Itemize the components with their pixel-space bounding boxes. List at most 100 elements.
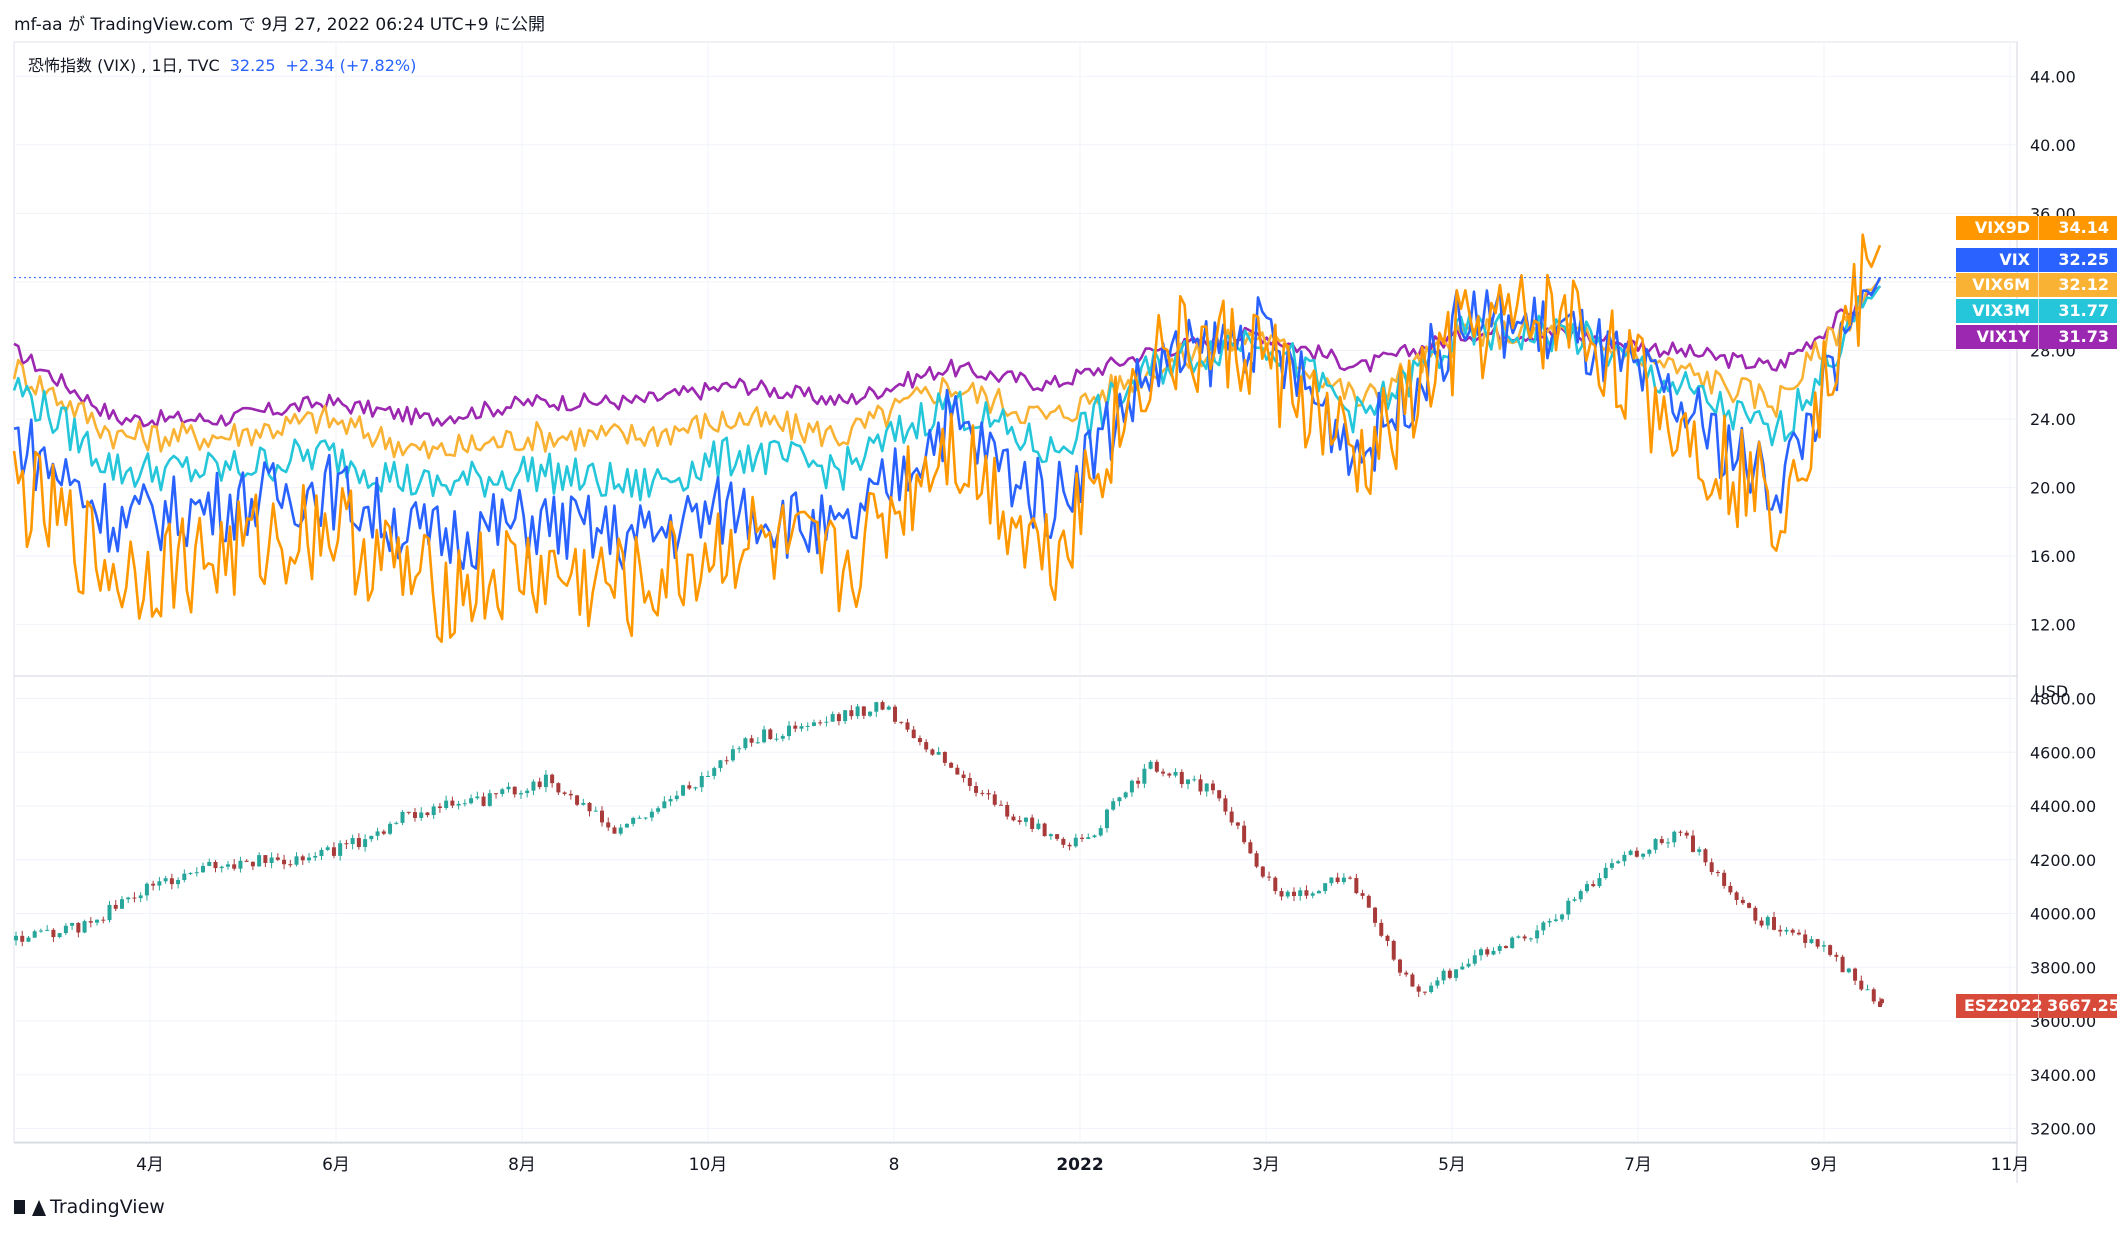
candle-body	[419, 812, 424, 818]
candle-body	[512, 786, 517, 795]
candle-body	[1080, 837, 1085, 839]
candle-body	[1853, 968, 1858, 981]
candle-body	[930, 749, 935, 755]
candle-body	[1641, 853, 1646, 857]
candle-body	[1366, 895, 1371, 908]
candle-body	[531, 781, 536, 791]
candle-body	[188, 872, 193, 874]
candle-body	[1628, 850, 1633, 855]
candle-body	[107, 904, 112, 921]
time-axis-label: 2022	[1056, 1155, 1103, 1175]
badge-value: 32.12	[2038, 273, 2117, 297]
candle-body	[1061, 838, 1066, 845]
candle-body	[1472, 955, 1477, 964]
candle-body	[986, 793, 991, 795]
candle-body	[693, 787, 698, 789]
candle-body	[811, 722, 816, 726]
candle-body	[799, 726, 804, 729]
candle-body	[1609, 863, 1614, 868]
badge-name: ESZ2022	[1964, 996, 2043, 1015]
candle-body	[1722, 872, 1727, 886]
candle-body	[1728, 885, 1733, 893]
candle-body	[718, 760, 723, 769]
candle-body	[537, 781, 542, 788]
candle-body	[774, 738, 779, 740]
legend-symbol: 恐怖指数 (VIX) , 1日, TVC	[28, 56, 220, 75]
candle-body	[450, 800, 455, 806]
candle-body	[955, 767, 960, 775]
candle-body	[1672, 831, 1677, 843]
candle-body	[992, 794, 997, 805]
candle-body	[961, 774, 966, 779]
candle-body	[1291, 891, 1296, 897]
candle-body	[1429, 985, 1434, 992]
badge-value: 31.73	[2038, 325, 2117, 349]
footer-brand[interactable]: TradingView	[14, 1196, 165, 1218]
candle-body	[1759, 920, 1764, 926]
candle-body	[307, 857, 312, 861]
badge-value: 3667.25	[2038, 994, 2120, 1018]
candle-body	[1597, 878, 1602, 887]
candle-body	[705, 775, 710, 777]
candle-body	[780, 736, 785, 739]
candle-body	[1846, 968, 1851, 973]
candle-body	[1653, 839, 1658, 850]
footer-brand-text: TradingView	[50, 1196, 165, 1218]
candle-body	[1030, 817, 1035, 829]
candle-body	[1790, 929, 1795, 933]
candle-body	[319, 849, 324, 856]
candle-body	[182, 873, 187, 880]
candle-body	[1603, 867, 1608, 879]
time-axis-label: 8	[889, 1155, 900, 1175]
candle-body	[1011, 816, 1016, 821]
candle-body	[506, 786, 511, 790]
candle-body	[1067, 844, 1072, 847]
candle-body	[369, 835, 374, 840]
candle-body	[437, 806, 442, 809]
candle-body	[1541, 922, 1546, 931]
candle-body	[1210, 783, 1215, 791]
candle-body	[1142, 768, 1147, 784]
candle-body	[1815, 939, 1820, 947]
candle-body	[32, 931, 37, 938]
candle-body	[288, 864, 293, 866]
candle-body	[606, 822, 611, 828]
candle-body	[550, 774, 555, 784]
legend-value: 32.25	[229, 56, 276, 75]
candle-body	[45, 929, 50, 931]
candle-body	[344, 843, 349, 845]
candle-body	[730, 749, 735, 761]
candle-body	[406, 811, 411, 813]
candle-body	[400, 811, 405, 823]
price-badge-vix6m: VIX6M 32.12	[1956, 273, 2117, 297]
candle-body	[444, 800, 449, 809]
candle-body	[456, 803, 461, 806]
candle-body	[263, 855, 268, 864]
time-axis-label: 3月	[1252, 1155, 1280, 1175]
candle-body	[1360, 893, 1365, 896]
candle-body	[681, 785, 686, 796]
candle-body	[1784, 929, 1789, 932]
candle-body	[998, 804, 1003, 806]
candle-body	[144, 883, 149, 896]
candle-body	[843, 710, 848, 722]
candle-body	[1690, 835, 1695, 852]
candle-body	[600, 810, 605, 823]
candle-body	[494, 793, 499, 795]
candle-body	[581, 802, 586, 805]
candle-body	[737, 748, 742, 750]
candle-body	[1055, 834, 1060, 839]
candle-body	[487, 793, 492, 806]
candle-body	[1192, 779, 1197, 781]
candle-body	[631, 817, 636, 824]
candle-body	[294, 856, 299, 865]
candle-body	[225, 864, 230, 867]
candle-body	[481, 796, 486, 806]
candle-body	[269, 857, 274, 864]
candle-body	[1422, 991, 1427, 993]
candle-body	[126, 897, 131, 900]
candle-body	[1622, 854, 1627, 862]
candle-body	[618, 827, 623, 834]
candle-body	[431, 806, 436, 816]
